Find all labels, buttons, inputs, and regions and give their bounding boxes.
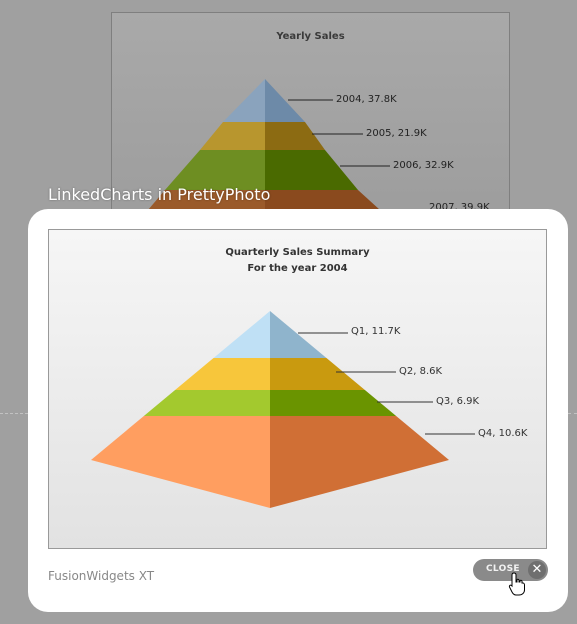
bg-slice-2006-right [265, 150, 358, 190]
chart-subtitle: For the year 2004 [247, 263, 348, 274]
label-q4: Q4, 10.6K [478, 428, 528, 439]
bg-label-2007: 2007, 39.9K [429, 202, 490, 213]
close-x-icon[interactable]: ✕ [528, 561, 546, 579]
background-chart-title: Yearly Sales [276, 31, 345, 42]
slice-q2-right [270, 358, 365, 390]
slice-q4-left [91, 416, 270, 460]
chart-title: Quarterly Sales Summary [225, 247, 370, 258]
label-q3: Q3, 6.9K [436, 396, 480, 407]
lightbox-title: LinkedCharts in PrettyPhoto [48, 185, 271, 204]
slice-q3-right [270, 390, 397, 416]
bg-label-2005: 2005, 21.9K [366, 128, 427, 139]
base-front-left [91, 460, 270, 508]
bg-slice-2006-left [165, 150, 265, 190]
bg-slice-2007-left [148, 190, 265, 210]
slice-q1-right [270, 311, 327, 358]
close-button-label: CLOSE [486, 564, 520, 574]
bg-slice-2005-right [265, 122, 325, 150]
bg-label-2004: 2004, 37.8K [336, 94, 397, 105]
bg-slice-2005-left [200, 122, 265, 150]
close-button[interactable]: CLOSE ✕ [473, 559, 548, 581]
slice-q4-right [270, 416, 449, 460]
slice-q3-left [143, 390, 270, 416]
bg-slice-2004-right [265, 79, 305, 122]
right-dashed-divider [568, 413, 577, 414]
slice-q2-left [175, 358, 270, 390]
label-q1: Q1, 11.7K [351, 326, 401, 337]
hand-cursor-icon [508, 572, 525, 596]
lightbox-caption: FusionWidgets XT [48, 569, 155, 583]
left-dashed-divider [0, 413, 28, 414]
bg-slice-2004-left [223, 79, 265, 122]
bg-label-2006: 2006, 32.9K [393, 160, 454, 171]
bg-slice-2007-right [265, 190, 380, 210]
slice-q1-left [213, 311, 270, 358]
base-front-right [270, 460, 449, 508]
label-q2: Q2, 8.6K [399, 366, 443, 377]
